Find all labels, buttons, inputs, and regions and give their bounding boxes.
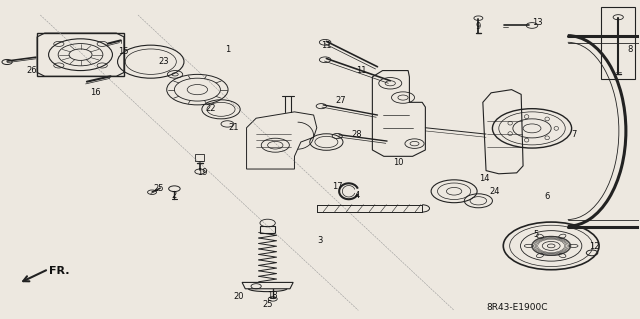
Text: 14: 14: [479, 174, 490, 183]
Text: 25: 25: [154, 184, 164, 193]
Bar: [195, 154, 204, 161]
Text: 26: 26: [26, 66, 36, 75]
Text: 9: 9: [476, 22, 481, 31]
Text: 7: 7: [572, 130, 577, 138]
Text: 11: 11: [356, 66, 367, 75]
Text: 8: 8: [628, 45, 633, 55]
Text: 8R43-E1900C: 8R43-E1900C: [486, 303, 547, 312]
Text: 15: 15: [118, 47, 129, 56]
Text: FR.: FR.: [49, 266, 70, 276]
Text: 2: 2: [172, 190, 177, 200]
Text: 5: 5: [533, 230, 538, 239]
Text: 21: 21: [228, 123, 239, 132]
Text: 13: 13: [532, 19, 543, 27]
Text: 19: 19: [196, 168, 207, 177]
Text: 16: 16: [90, 88, 100, 97]
Text: 27: 27: [335, 96, 346, 105]
Text: 10: 10: [394, 158, 404, 167]
Bar: [601, 7, 636, 78]
Text: 28: 28: [352, 130, 362, 139]
Text: 12: 12: [589, 242, 600, 251]
Text: 3: 3: [317, 236, 323, 245]
Text: 25: 25: [262, 300, 273, 309]
Text: 24: 24: [489, 187, 500, 196]
Text: 4: 4: [355, 190, 360, 200]
Text: 6: 6: [545, 191, 550, 201]
Text: 18: 18: [268, 291, 278, 300]
Text: 1: 1: [225, 45, 230, 55]
Text: 22: 22: [205, 104, 216, 113]
Text: 20: 20: [234, 292, 244, 301]
Bar: [260, 226, 275, 233]
Text: 17: 17: [332, 182, 342, 191]
Text: 11: 11: [321, 41, 332, 50]
Text: 23: 23: [158, 56, 169, 65]
